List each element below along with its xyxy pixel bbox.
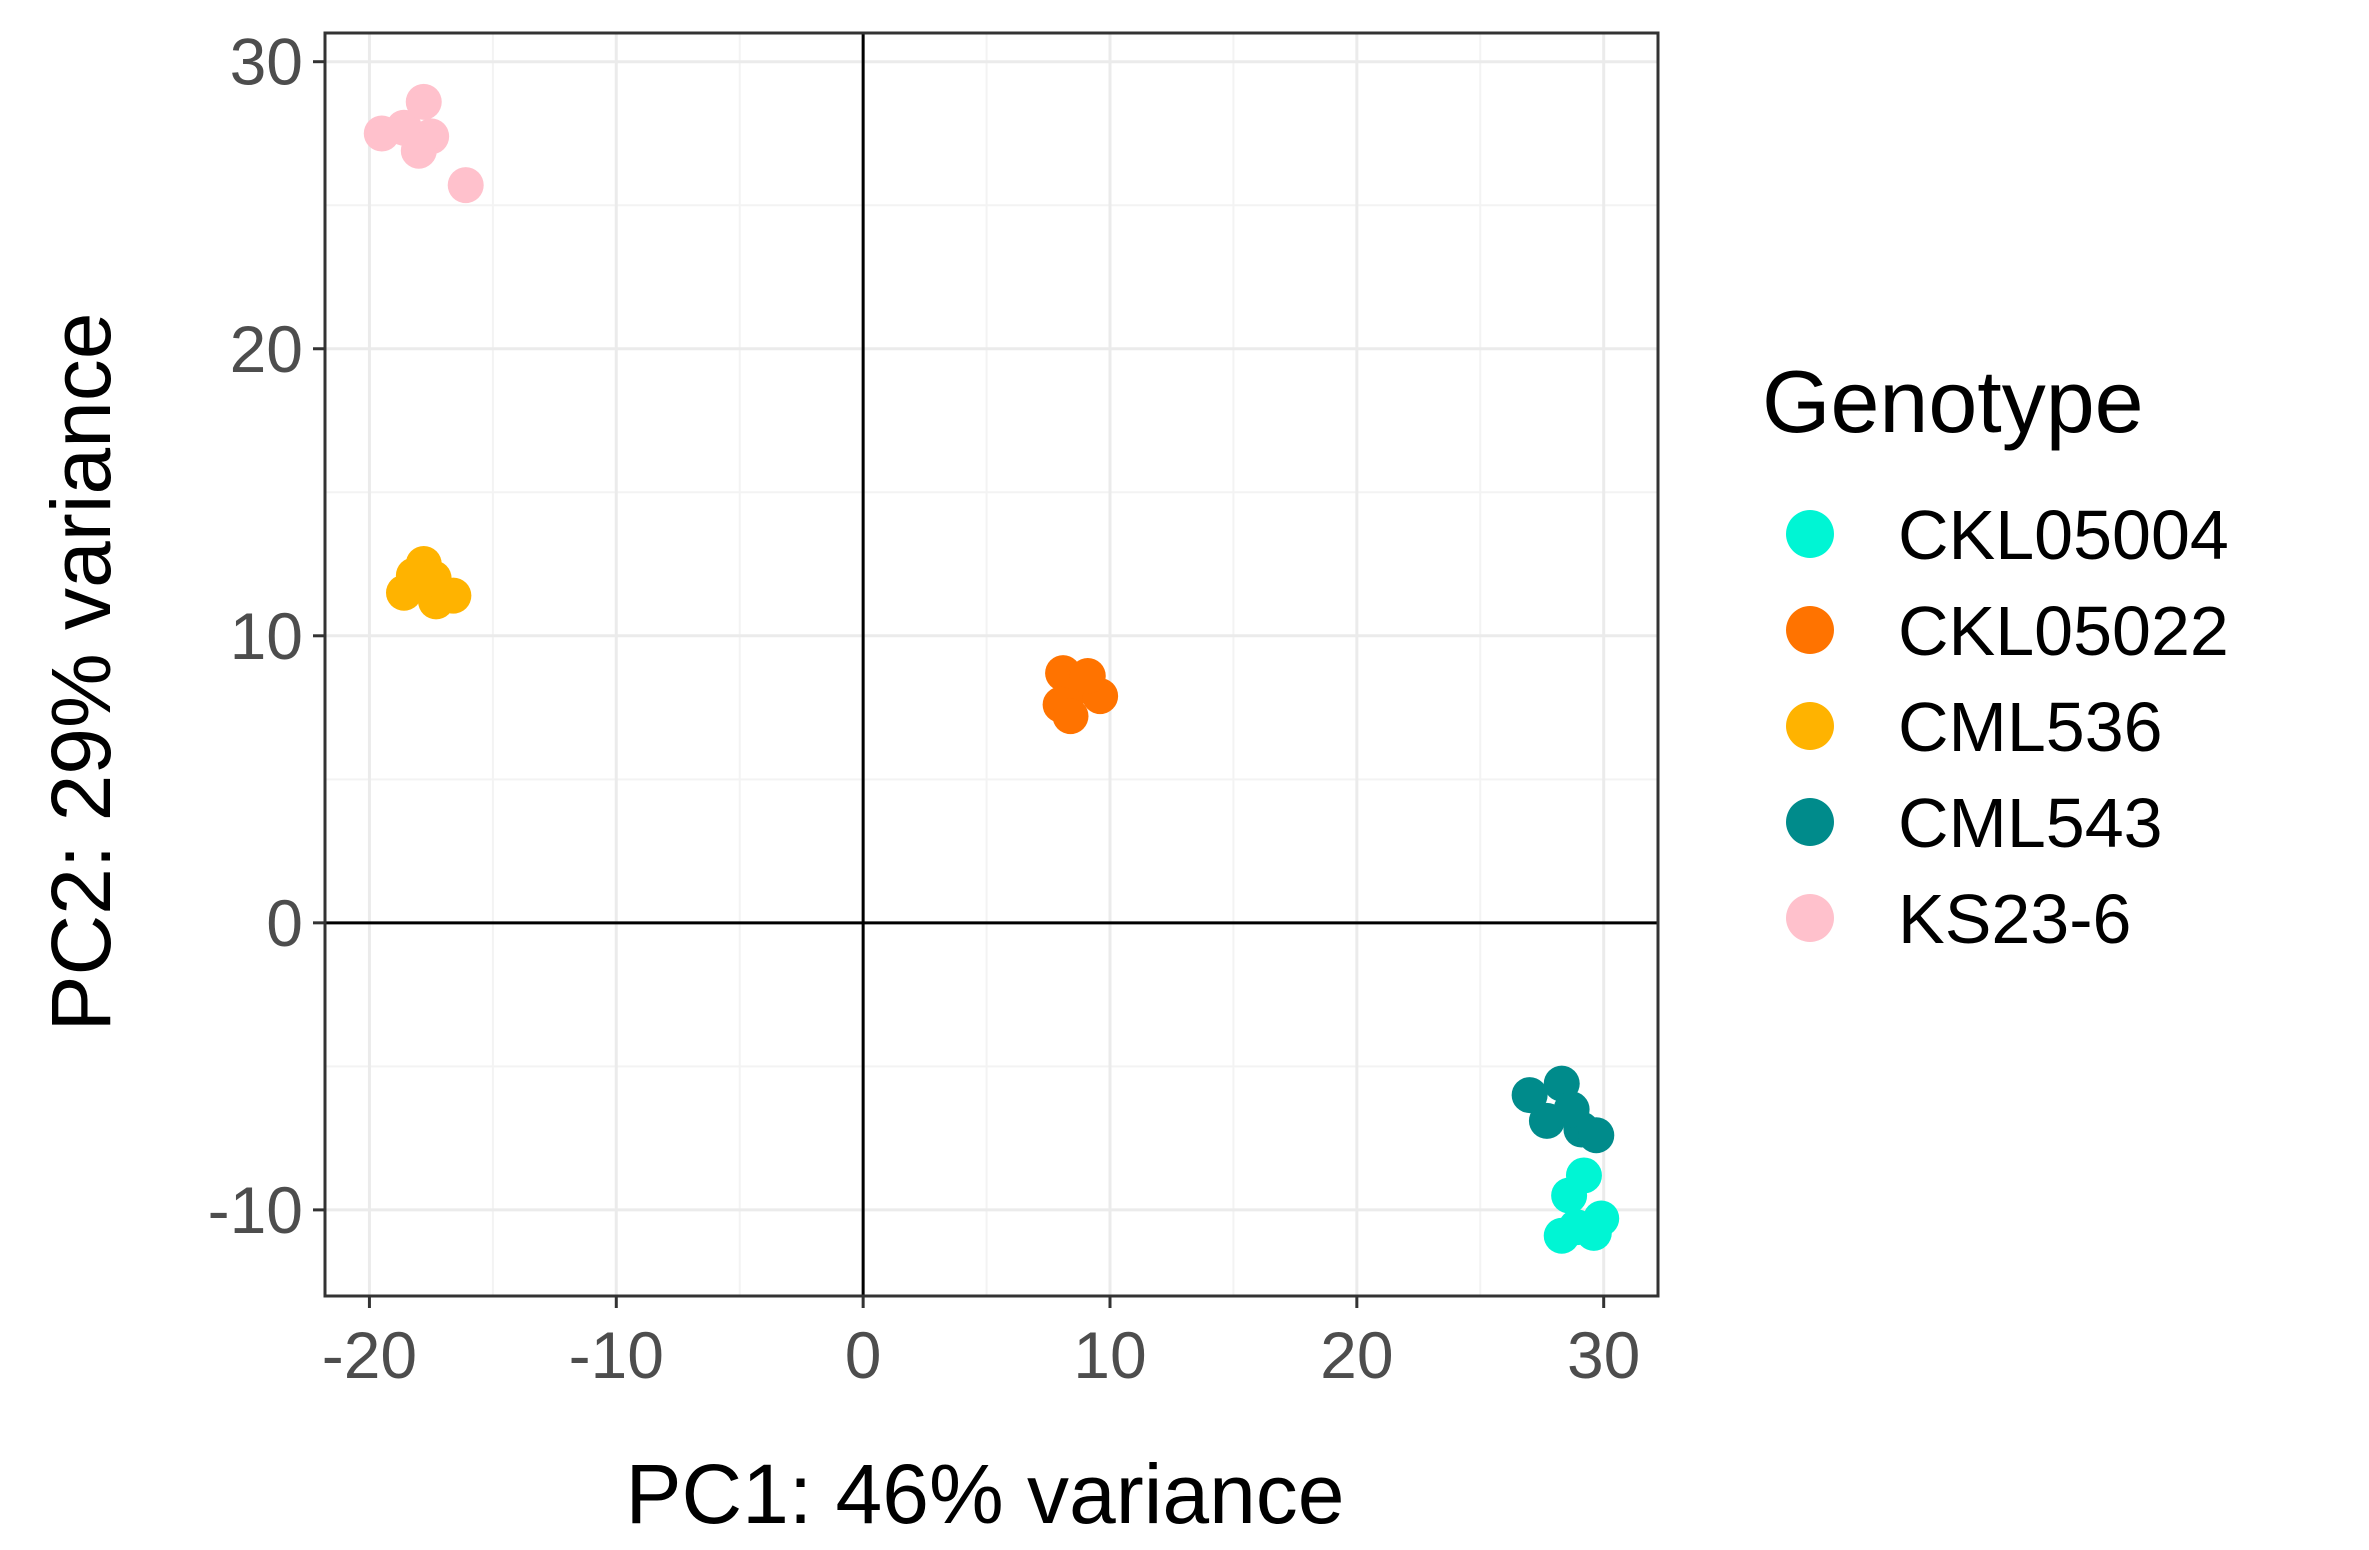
legend-key-ckl05022 xyxy=(1786,606,1834,654)
data-point-cml543 xyxy=(1553,1091,1590,1128)
y-axis-title: PC2: 29% variance xyxy=(34,312,128,1031)
x-tick-label: 0 xyxy=(845,1318,882,1392)
data-point-ckl05004 xyxy=(1583,1200,1620,1237)
data-point-ckl05022 xyxy=(1069,657,1106,694)
x-tick-label: -20 xyxy=(322,1318,417,1392)
y-tick-label: 0 xyxy=(266,886,303,960)
legend-label-ks23-6: KS23-6 xyxy=(1898,880,2131,958)
legend-key-cml536 xyxy=(1786,702,1834,750)
zero-reference-lines xyxy=(325,33,1658,1296)
data-point-cml543 xyxy=(1578,1117,1615,1154)
y-axis-tick-labels: -10 0 10 20 30 xyxy=(208,25,303,1247)
y-tick-label: 10 xyxy=(230,599,303,673)
legend-items: CKL05004 CKL05022 CML536 CML543 KS23-6 xyxy=(1786,496,2229,958)
data-point-ckl05004 xyxy=(1543,1217,1580,1254)
data-points xyxy=(363,83,1620,1254)
legend-label-ckl05022: CKL05022 xyxy=(1898,592,2229,670)
major-gridlines xyxy=(325,33,1658,1296)
legend-key-cml543 xyxy=(1786,798,1834,846)
minor-gridlines xyxy=(325,33,1658,1296)
x-tick-label: 10 xyxy=(1073,1318,1146,1392)
x-axis-title: PC1: 46% variance xyxy=(625,1447,1344,1541)
x-tick-label: 30 xyxy=(1567,1318,1640,1392)
y-tick-label: 20 xyxy=(230,312,303,386)
legend-key-ks23-6 xyxy=(1786,894,1834,942)
legend-label-cml543: CML543 xyxy=(1898,784,2163,862)
y-tick-label: 30 xyxy=(230,25,303,99)
data-point-cml543 xyxy=(1511,1077,1548,1114)
data-point-ks23-6 xyxy=(400,132,437,169)
data-point-cml536 xyxy=(395,557,432,594)
axis-ticks xyxy=(313,60,1606,1308)
legend-label-cml536: CML536 xyxy=(1898,688,2163,766)
x-tick-label: -10 xyxy=(569,1318,664,1392)
y-tick-label: -10 xyxy=(208,1173,303,1247)
data-point-ks23-6 xyxy=(447,167,484,204)
x-tick-label: 20 xyxy=(1320,1318,1393,1392)
x-axis-tick-labels: -20 -10 0 10 20 30 xyxy=(322,1318,1641,1392)
legend-key-ckl05004 xyxy=(1786,510,1834,558)
data-point-ckl05004 xyxy=(1565,1157,1602,1194)
legend-title: Genotype xyxy=(1762,352,2144,451)
legend: Genotype CKL05004 CKL05022 CML536 CML543 KS2… xyxy=(1762,352,2229,958)
legend-label-ckl05004: CKL05004 xyxy=(1898,496,2229,574)
data-point-ckl05022 xyxy=(1052,698,1089,735)
data-point-ks23-6 xyxy=(405,83,442,120)
plot-panel-border xyxy=(323,31,1660,1298)
